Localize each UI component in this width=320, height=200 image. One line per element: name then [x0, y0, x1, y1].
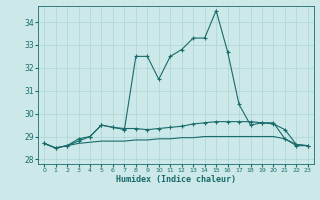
X-axis label: Humidex (Indice chaleur): Humidex (Indice chaleur)	[116, 175, 236, 184]
